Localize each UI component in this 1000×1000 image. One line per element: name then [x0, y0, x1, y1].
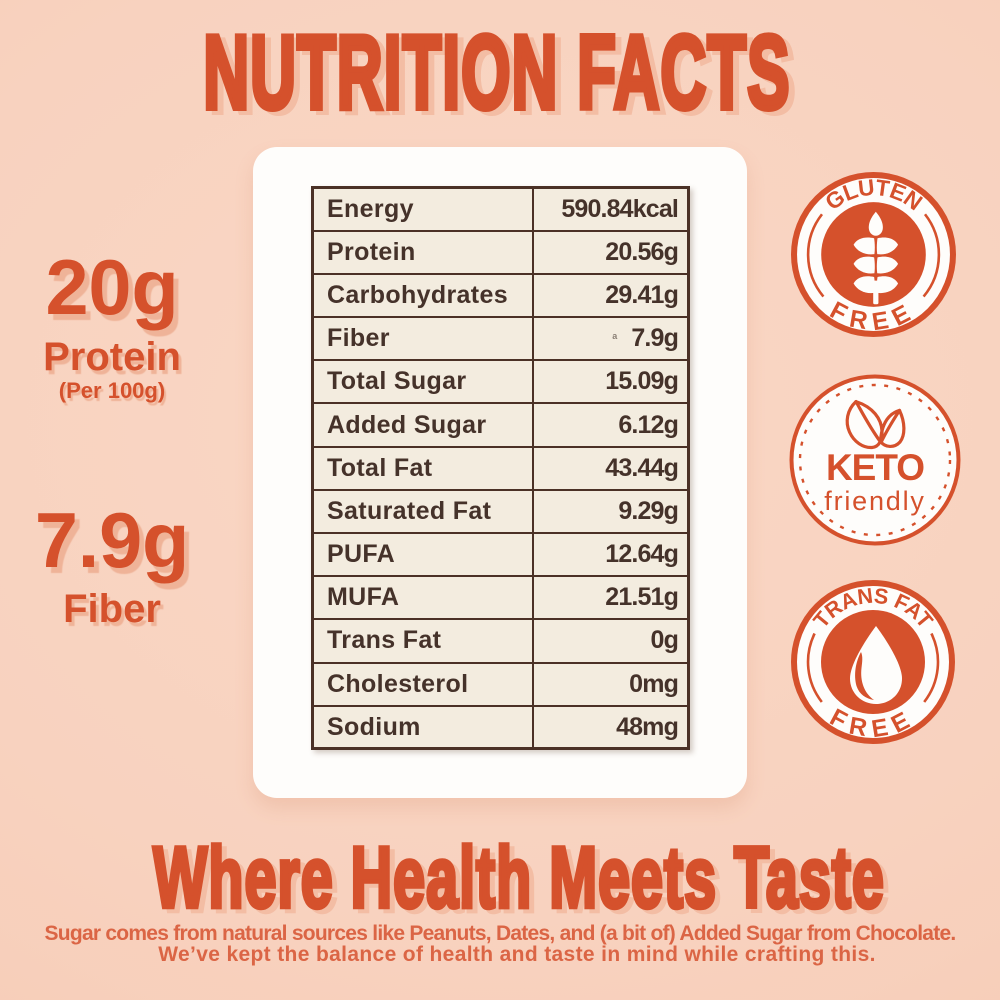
- svg-text:friendly: friendly: [824, 486, 925, 516]
- svg-text:KETO: KETO: [826, 447, 924, 488]
